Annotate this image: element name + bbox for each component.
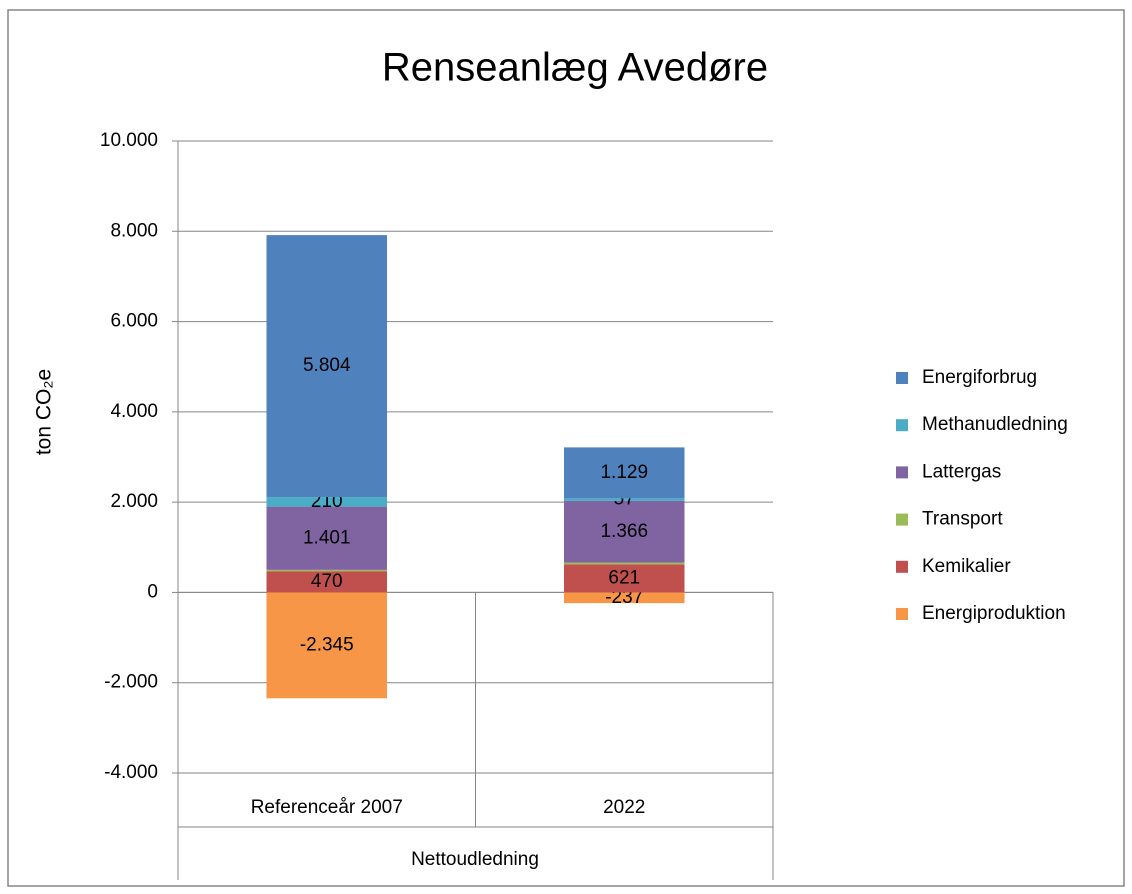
y-tick-label: 8.000 — [110, 220, 158, 241]
legend-label: Transport — [922, 509, 1003, 530]
bar-segment — [564, 562, 685, 565]
bar-segment — [564, 592, 685, 604]
legend-swatch — [896, 372, 908, 384]
bar-segment — [266, 235, 387, 498]
bar-segment — [564, 500, 685, 563]
data-label: 1.366 — [600, 521, 648, 542]
bar-segment — [564, 498, 685, 501]
x-group-label: Nettoudledning — [411, 849, 539, 870]
data-label: 5.804 — [303, 355, 351, 376]
y-tick-label: 10.000 — [100, 130, 158, 151]
legend-swatch — [896, 466, 908, 479]
data-label: 470 — [311, 571, 343, 592]
y-tick-label: 6.000 — [110, 311, 158, 332]
bar-segment — [266, 569, 387, 572]
y-tick-label: 2.000 — [110, 491, 158, 512]
bar-segment — [266, 497, 387, 507]
y-axis-label: ton CO₂e — [33, 369, 56, 455]
bar-segment — [266, 571, 387, 593]
data-label: 1.129 — [600, 462, 648, 483]
legend-swatch — [896, 560, 908, 573]
data-label: 1.401 — [303, 527, 351, 548]
data-label: -2.345 — [300, 634, 354, 655]
legend-label: Energiproduktion — [922, 603, 1066, 624]
y-tick-label: 0 — [147, 581, 158, 602]
chart-title: Renseanlæg Avedøre — [382, 46, 768, 90]
bar-segment — [266, 506, 387, 570]
legend-label: Kemikalier — [922, 556, 1011, 577]
x-tick-label: 2022 — [603, 797, 645, 818]
y-tick-label: -4.000 — [104, 762, 158, 783]
y-tick-label: -2.000 — [104, 672, 158, 693]
legend-label: Energiforbrug — [922, 367, 1037, 388]
legend-label: Lattergas — [922, 461, 1001, 482]
x-tick-label: Referenceår 2007 — [251, 797, 403, 818]
legend-swatch — [896, 419, 908, 432]
data-label: 621 — [608, 567, 640, 588]
bar-segment — [564, 447, 685, 499]
y-tick-label: 4.000 — [110, 401, 158, 422]
legend-label: Methanudledning — [922, 414, 1068, 435]
legend-swatch — [896, 513, 908, 526]
bar-segment — [266, 592, 387, 699]
bar-segment — [564, 564, 685, 593]
legend-swatch — [896, 608, 908, 620]
